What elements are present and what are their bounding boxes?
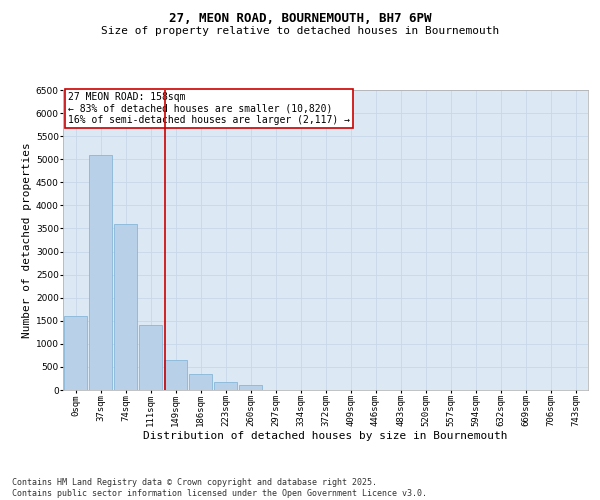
Bar: [139, 326, 163, 390]
Text: Contains HM Land Registry data © Crown copyright and database right 2025.
Contai: Contains HM Land Registry data © Crown c…: [12, 478, 427, 498]
Bar: [188, 374, 212, 390]
Bar: [113, 224, 137, 390]
Bar: [164, 360, 187, 390]
Bar: [64, 316, 88, 390]
Y-axis label: Number of detached properties: Number of detached properties: [22, 142, 32, 338]
Bar: [214, 382, 238, 390]
Bar: [89, 154, 112, 390]
Text: 27 MEON ROAD: 158sqm
← 83% of detached houses are smaller (10,820)
16% of semi-d: 27 MEON ROAD: 158sqm ← 83% of detached h…: [68, 92, 350, 124]
Text: 27, MEON ROAD, BOURNEMOUTH, BH7 6PW: 27, MEON ROAD, BOURNEMOUTH, BH7 6PW: [169, 12, 431, 26]
Text: Size of property relative to detached houses in Bournemouth: Size of property relative to detached ho…: [101, 26, 499, 36]
Bar: [239, 386, 262, 390]
X-axis label: Distribution of detached houses by size in Bournemouth: Distribution of detached houses by size …: [143, 430, 508, 440]
